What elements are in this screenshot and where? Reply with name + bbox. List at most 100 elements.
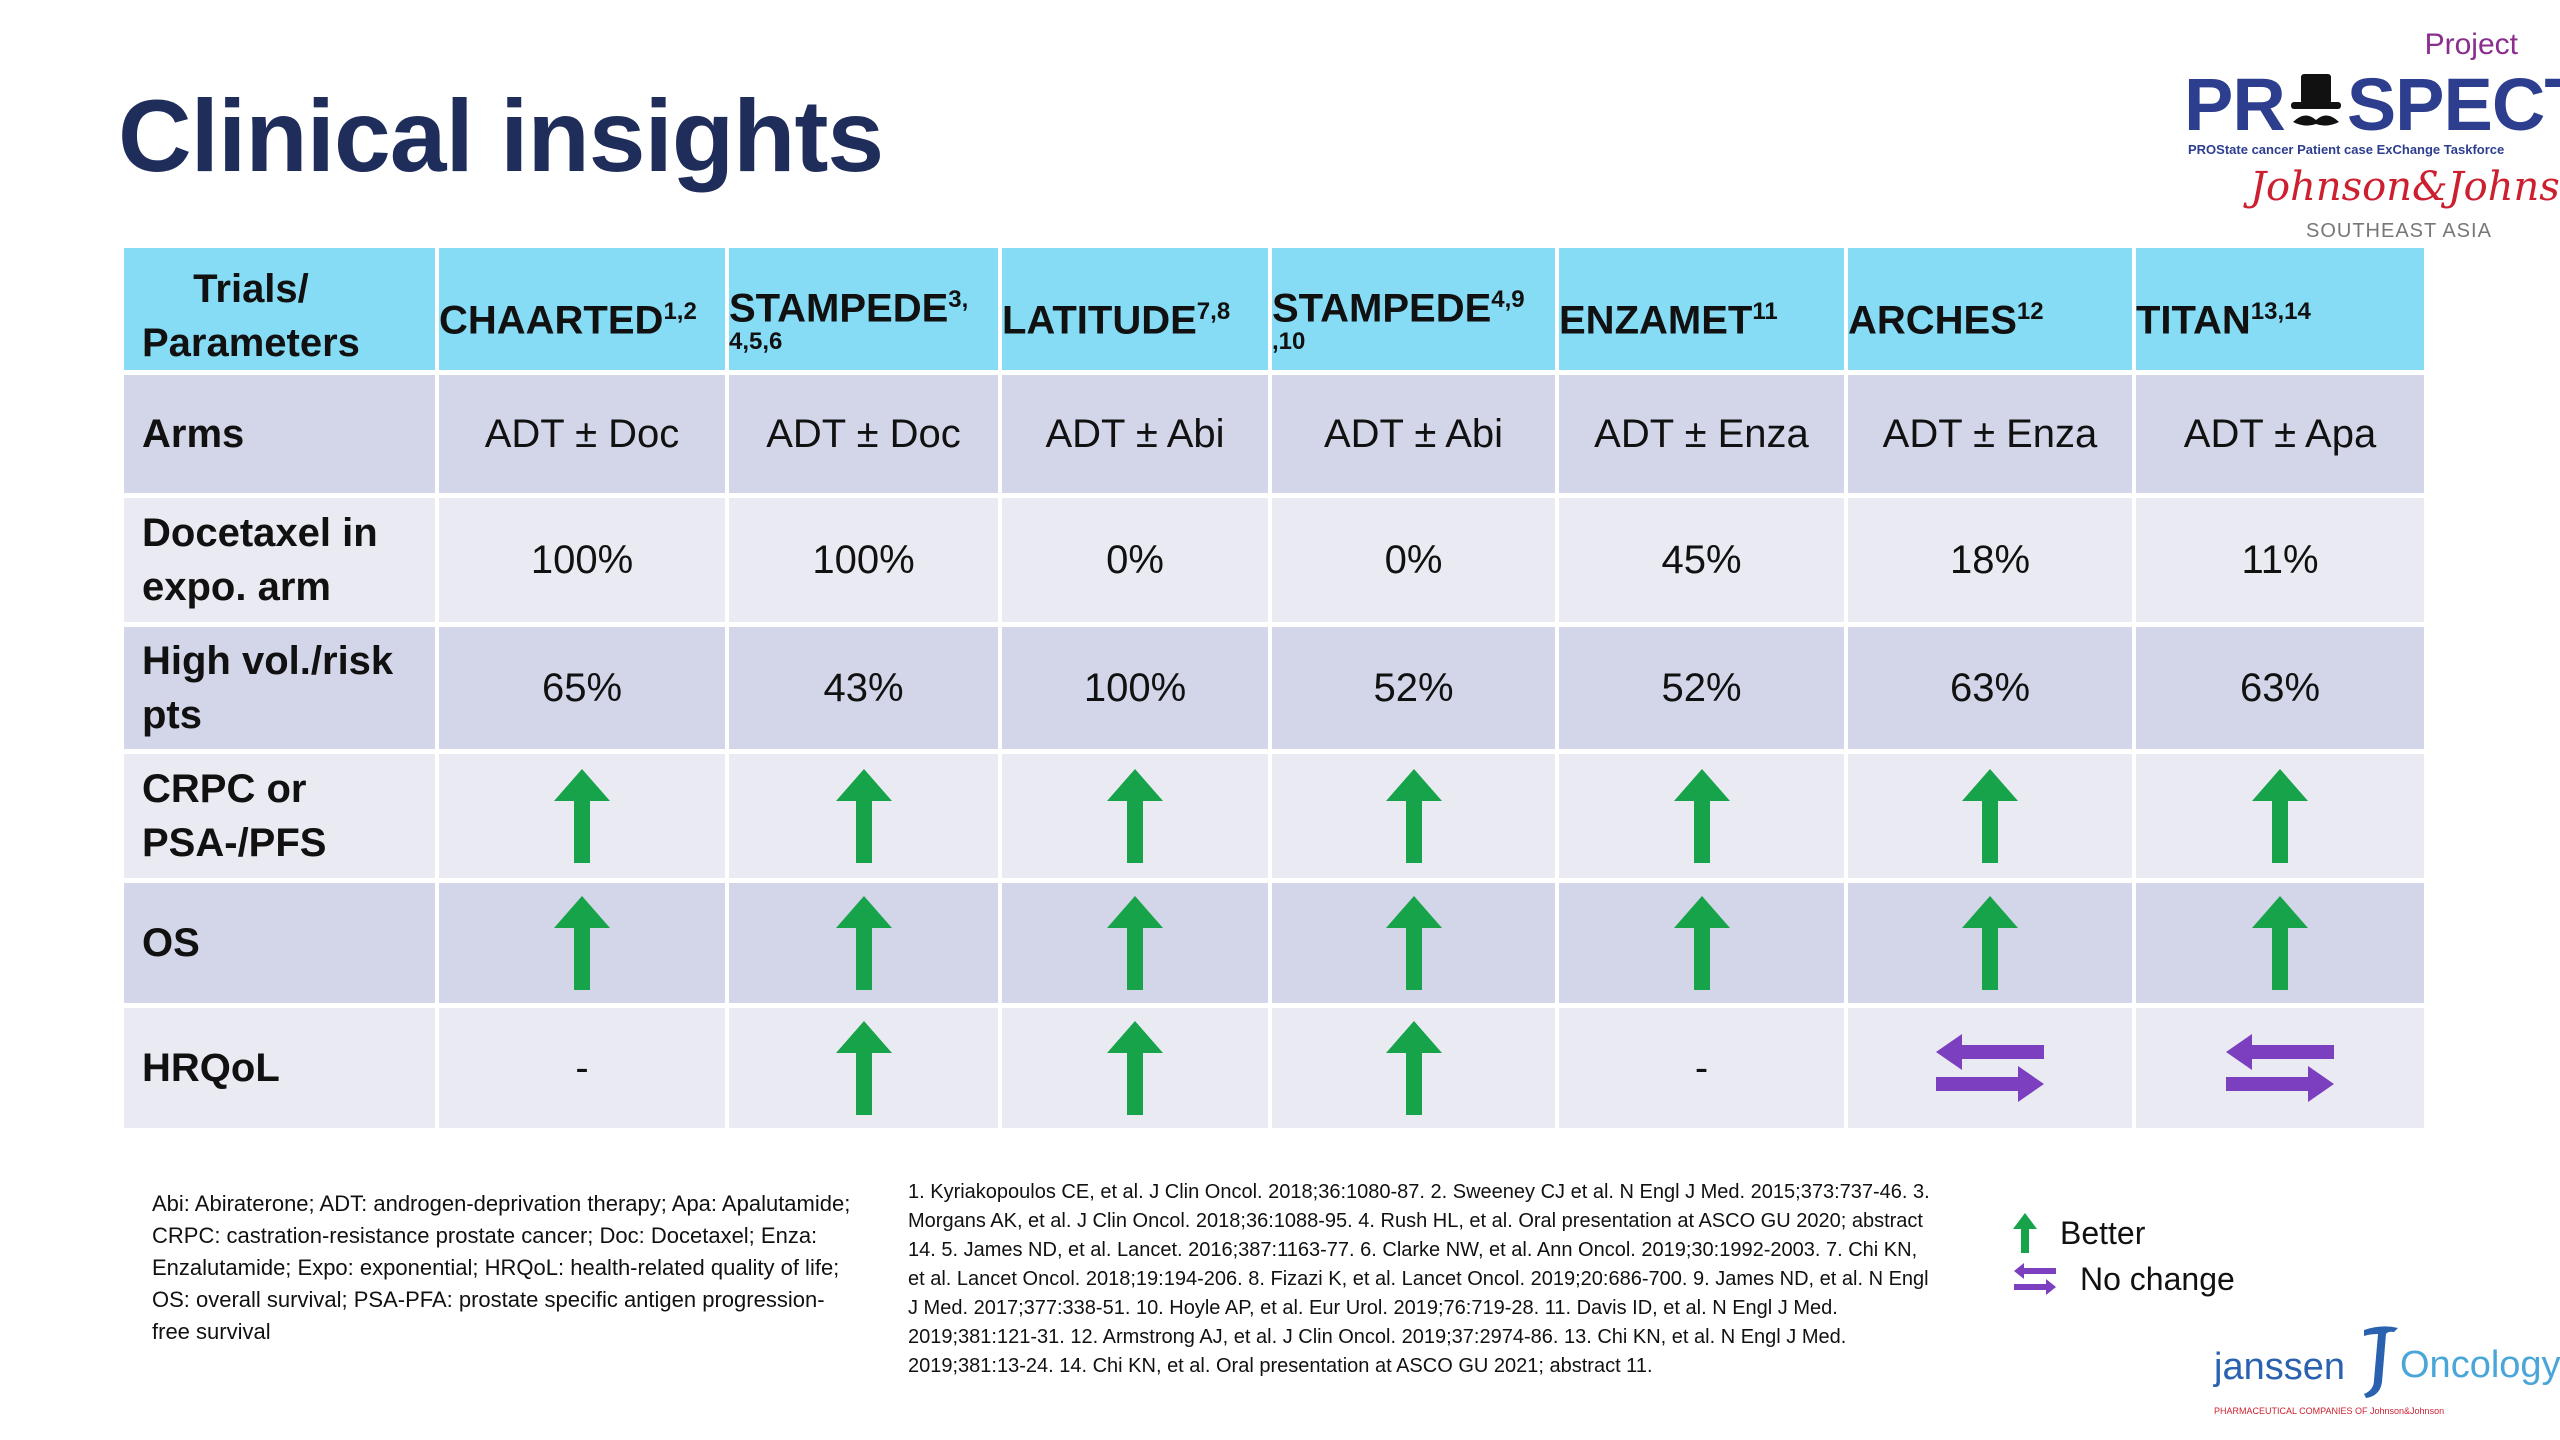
- row-label: CRPC or PSA-/PFS: [124, 754, 435, 878]
- bidirectional-arrows-icon: [1936, 1034, 2044, 1102]
- trial-header: ARCHES12: [1844, 248, 2132, 370]
- janssen-oncology-logo: janssen Oncology PHARMACEUTICAL COMPANIE…: [2210, 1318, 2560, 1428]
- up-arrow-icon: [554, 769, 610, 863]
- legend-item-better: Better: [2010, 1210, 2235, 1256]
- table-cell: [1844, 883, 2132, 1003]
- up-arrow-icon: [1962, 896, 2018, 990]
- up-arrow-icon: [1107, 1021, 1163, 1115]
- table-row-arms: Arms ADT ± Doc ADT ± Doc ADT ± Abi ADT ±…: [124, 375, 2424, 493]
- up-arrow-icon: [1107, 769, 1163, 863]
- up-arrow-icon: [1962, 769, 2018, 863]
- trial-header: TITAN13,14: [2132, 248, 2424, 370]
- table-cell: [998, 883, 1268, 1003]
- prospect-logo: Project PRSPECT PROState cancer Patient …: [2180, 22, 2560, 242]
- up-arrow-icon: [1673, 896, 1730, 990]
- up-arrow-icon: [835, 896, 892, 990]
- up-arrow-icon: [1107, 896, 1163, 990]
- up-arrow-icon: [1673, 769, 1730, 863]
- logo-project-word: Project: [2424, 28, 2518, 61]
- up-arrow-icon: [1385, 896, 1442, 990]
- table-cell: [1844, 754, 2132, 878]
- up-arrow-icon: [835, 769, 892, 863]
- table-cell: [725, 883, 998, 1003]
- table-cell: 100%: [435, 498, 725, 622]
- trial-header: STAMPEDE3, 4,5,6: [725, 248, 998, 370]
- table-cell: [1555, 883, 1844, 1003]
- table-cell: [1555, 754, 1844, 878]
- top-hat-mustache-icon: [2290, 74, 2341, 126]
- table-cell: 43%: [725, 627, 998, 749]
- table-cell: [2132, 754, 2424, 878]
- table-cell: ADT ± Doc: [435, 375, 725, 493]
- table-cell: 52%: [1555, 627, 1844, 749]
- table-cell: 63%: [1844, 627, 2132, 749]
- table-cell: 18%: [1844, 498, 2132, 622]
- table-cell: [2132, 883, 2424, 1003]
- trial-header: CHAARTED1,2: [435, 248, 725, 370]
- table-row-hrqol: HRQoL - -: [124, 1008, 2424, 1128]
- table-cell: 11%: [2132, 498, 2424, 622]
- bidirectional-arrows-icon: [2014, 1263, 2056, 1295]
- table-cell: 45%: [1555, 498, 1844, 622]
- table-cell: [725, 1008, 998, 1128]
- janssen-wordmark: janssen: [2214, 1346, 2345, 1388]
- up-arrow-icon: [2013, 1213, 2037, 1253]
- table-cell: 100%: [998, 627, 1268, 749]
- trials-table: Trials/ Parameters CHAARTED1,2 STAMPEDE3…: [124, 248, 2424, 1128]
- references-footnote: 1. Kyriakopoulos CE, et al. J Clin Oncol…: [908, 1181, 1930, 1377]
- trial-header: STAMPEDE4,9,10: [1268, 248, 1555, 370]
- page-title: Clinical insights: [118, 79, 884, 193]
- table-cell: [1268, 1008, 1555, 1128]
- table-row-os: OS: [124, 883, 2424, 1003]
- row-label: HRQoL: [124, 1008, 435, 1128]
- janssen-subline: PHARMACEUTICAL COMPANIES OF Johnson&John…: [2214, 1406, 2445, 1416]
- table-cell: 100%: [725, 498, 998, 622]
- table-cell: 0%: [998, 498, 1268, 622]
- table-cell: ADT ± Abi: [1268, 375, 1555, 493]
- table-cell: 63%: [2132, 627, 2424, 749]
- table-cell: 0%: [1268, 498, 1555, 622]
- table-cell: -: [1555, 1008, 1844, 1128]
- up-arrow-icon: [1385, 1021, 1442, 1115]
- table-cell: ADT ± Doc: [725, 375, 998, 493]
- table-cell: 52%: [1268, 627, 1555, 749]
- logo-tagline: PROState cancer Patient case ExChange Ta…: [2188, 142, 2505, 157]
- table-cell: [1268, 754, 1555, 878]
- table-cell: [435, 754, 725, 878]
- janssen-j-icon: [2364, 1326, 2398, 1398]
- table-cell: ADT ± Abi: [998, 375, 1268, 493]
- logo-prospect-wordmark: PRSPECT: [2184, 63, 2560, 146]
- oncology-wordmark: Oncology: [2400, 1344, 2560, 1386]
- trial-header: LATITUDE7,8: [998, 248, 1268, 370]
- table-cell: [998, 1008, 1268, 1128]
- table-cell: [998, 754, 1268, 878]
- up-arrow-icon: [2252, 769, 2308, 863]
- row-label: Docetaxel in expo. arm: [124, 498, 435, 622]
- table-cell: ADT ± Enza: [1555, 375, 1844, 493]
- table-cell: [435, 883, 725, 1003]
- bidirectional-arrows-icon: [2226, 1034, 2334, 1102]
- up-arrow-icon: [554, 896, 610, 990]
- table-cell: ADT ± Apa: [2132, 375, 2424, 493]
- up-arrow-icon: [2252, 896, 2308, 990]
- table-header-row: Trials/ Parameters CHAARTED1,2 STAMPEDE3…: [124, 248, 2424, 370]
- table-cell: [1268, 883, 1555, 1003]
- legend-label-better: Better: [2060, 1214, 2146, 1251]
- up-arrow-icon: [835, 1021, 892, 1115]
- row-label: High vol./risk pts: [124, 627, 435, 749]
- legend-label-no-change: No change: [2080, 1260, 2235, 1297]
- table-corner-header: Trials/ Parameters: [124, 248, 435, 370]
- row-label: Arms: [124, 375, 435, 493]
- table-cell: [1844, 1008, 2132, 1128]
- table-cell: [2132, 1008, 2424, 1128]
- up-arrow-icon: [1385, 769, 1442, 863]
- trial-header: ENZAMET11: [1555, 248, 1844, 370]
- region-label: SOUTHEAST ASIA: [2306, 220, 2492, 242]
- sponsor-logo: Johnson&Johnson: [2250, 164, 2560, 210]
- legend: Better No change: [2010, 1210, 2235, 1302]
- table-cell: [725, 754, 998, 878]
- row-label: OS: [124, 883, 435, 1003]
- table-cell: 65%: [435, 627, 725, 749]
- table-row-high-volume: High vol./risk pts 65% 43% 100% 52% 52% …: [124, 627, 2424, 749]
- table-row-crpc: CRPC or PSA-/PFS: [124, 754, 2424, 878]
